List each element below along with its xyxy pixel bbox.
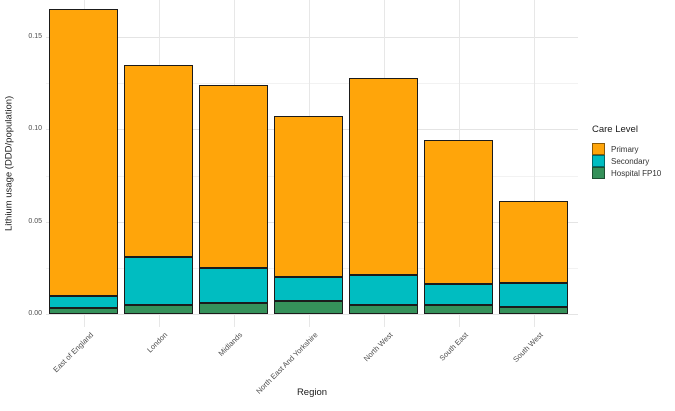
y-tick-label-0.05: 0.05 (28, 217, 42, 225)
y-tick-label-0.10: 0.10 (28, 125, 42, 133)
bar-midlands-primary (199, 85, 268, 268)
bar-north-east-and-yorkshire-primary (274, 116, 343, 278)
y-axis-title: Lithium usage (DDD/population) (3, 95, 15, 232)
x-axis-title: Region (296, 387, 328, 398)
x-tick-label-south-west: South West (510, 330, 545, 365)
bar-north-west-secondary (349, 275, 418, 305)
x-tick-label-north-west: North West (361, 330, 395, 364)
x-tick-label-london: London (145, 330, 170, 355)
gridline-x-7 (533, 0, 535, 327)
bar-north-west-primary (349, 77, 418, 276)
legend-item-secondary: Secondary (592, 155, 661, 167)
x-tick-label-east-of-england: East of England (50, 330, 95, 375)
bar-east-of-england-hospital-fp10 (49, 308, 118, 314)
plot-panel (46, 0, 578, 327)
bar-south-east-primary (424, 140, 493, 285)
x-tick-label-north-east-and-yorkshire: North East And Yorkshire (254, 330, 320, 396)
bar-south-east-secondary (424, 284, 493, 305)
bar-south-east-hospital-fp10 (424, 304, 493, 314)
bar-east-of-england-secondary (49, 295, 118, 309)
bar-south-west-hospital-fp10 (499, 306, 568, 314)
gridline-y-major (46, 37, 578, 39)
bar-north-west-hospital-fp10 (349, 304, 418, 314)
legend-item-label: Secondary (611, 156, 650, 166)
x-tick-label-south-east: South East (437, 330, 470, 363)
bar-midlands-hospital-fp10 (199, 302, 268, 314)
bar-south-west-primary (499, 201, 568, 283)
bar-midlands-secondary (199, 267, 268, 303)
gridline-y-major (46, 314, 578, 315)
bar-london-hospital-fp10 (124, 304, 193, 314)
legend-item-primary: Primary (592, 143, 661, 155)
legend-key-swatch (592, 143, 605, 155)
legend-item-hospital-fp10: Hospital FP10 (592, 167, 661, 179)
bar-east-of-england-primary (49, 9, 118, 296)
legend-items: Primary Secondary Hospital FP10 (592, 143, 661, 179)
legend-title: Care Level (592, 124, 638, 135)
bar-north-east-and-yorkshire-secondary (274, 277, 343, 302)
legend-item-label: Hospital FP10 (611, 168, 662, 178)
bar-south-west-secondary (499, 282, 568, 307)
bar-north-east-and-yorkshire-hospital-fp10 (274, 301, 343, 314)
bar-london-primary (124, 64, 193, 257)
legend-key-swatch (592, 155, 605, 167)
legend: Care Level Primary Secondary Hospital FP10 (592, 124, 661, 179)
legend-item-label: Primary (611, 144, 639, 154)
gridline-y-minor (46, 83, 578, 85)
legend-key-swatch (592, 167, 605, 179)
bar-london-secondary (124, 256, 193, 305)
y-tick-label-0.00: 0.00 (28, 310, 42, 317)
x-tick-label-midlands: Midlands (217, 330, 245, 358)
y-tick-label-0.15: 0.15 (28, 33, 42, 41)
